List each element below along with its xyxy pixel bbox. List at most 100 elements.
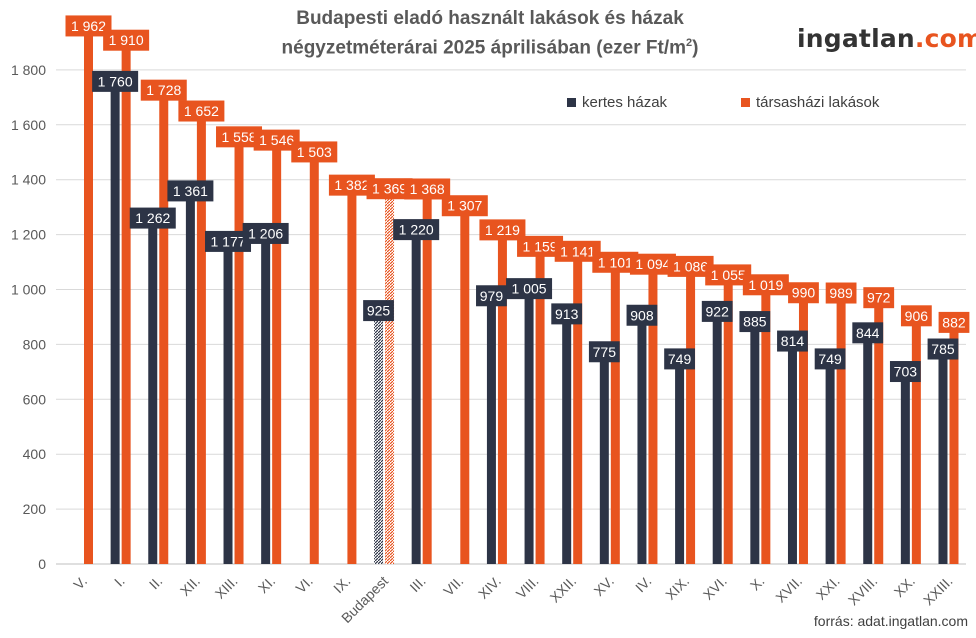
data-label-box	[664, 348, 695, 370]
data-label-text: 1 962	[71, 18, 106, 34]
data-label-text: 1 159	[523, 238, 558, 254]
data-label: 1 220	[393, 219, 440, 241]
bar-flats	[911, 315, 921, 564]
data-label: 990	[788, 282, 819, 304]
data-label: 1 503	[291, 141, 338, 163]
bar-flats	[686, 265, 696, 564]
x-tick-label: XV.	[591, 573, 617, 599]
data-label: 979	[476, 285, 507, 307]
bar-houses	[562, 313, 572, 564]
data-label-box	[863, 287, 895, 309]
bar-houses	[938, 348, 948, 564]
data-label-text: 1 019	[748, 277, 783, 293]
data-label-text: 925	[367, 303, 391, 319]
bar-houses	[599, 351, 609, 564]
data-label-text: 1 307	[447, 198, 482, 214]
x-tick-label: XIII.	[212, 573, 241, 602]
y-tick-label: 200	[23, 501, 47, 517]
data-label-text: 1 910	[109, 32, 144, 48]
bar-houses	[900, 371, 910, 564]
data-label-text: 749	[818, 351, 842, 367]
data-label: 1 361	[167, 180, 214, 202]
data-label-box	[366, 178, 413, 200]
x-tick-label: V.	[70, 573, 90, 593]
y-tick-label: 1 800	[11, 62, 46, 78]
data-label: 906	[900, 305, 932, 327]
x-tick-label: XVIII.	[845, 573, 881, 609]
data-label-text: 1 101	[598, 254, 633, 270]
data-label-text: 1 055	[711, 267, 746, 283]
data-label-box	[363, 300, 394, 322]
x-tick-label: XX.	[891, 573, 918, 600]
data-label: 703	[889, 361, 921, 383]
data-label-box	[705, 264, 752, 286]
data-label: 785	[927, 338, 959, 360]
data-label-text: 1 005	[512, 281, 547, 297]
data-label-box	[517, 235, 564, 257]
bar-houses	[787, 340, 797, 564]
data-label-text: 882	[942, 314, 966, 330]
data-label-box	[554, 240, 601, 262]
data-label-box	[825, 282, 857, 304]
data-label-text: 1 206	[248, 225, 283, 241]
x-tick-label: XII.	[177, 573, 203, 599]
data-label-box	[927, 338, 959, 360]
data-label-text: 1 369	[372, 181, 407, 197]
data-label-box	[852, 322, 884, 344]
data-label-box	[291, 141, 338, 163]
data-label: 1 055	[705, 264, 752, 286]
bar-houses	[863, 332, 873, 564]
data-label-text: 989	[829, 285, 853, 301]
data-label: 1 652	[178, 100, 225, 122]
data-label: 1 005	[506, 278, 553, 300]
data-label-box	[103, 29, 150, 51]
data-label-text: 1 220	[399, 222, 434, 238]
bar-flats	[272, 139, 282, 565]
data-label: 1 219	[479, 219, 526, 241]
bar-flats	[385, 188, 395, 564]
data-label-box	[242, 222, 289, 244]
legend-label-houses: kertes házak	[582, 94, 668, 111]
data-label: 1 141	[554, 240, 601, 262]
bar-flats	[535, 245, 545, 565]
x-tick-label: XI.	[255, 573, 278, 596]
data-label-box	[667, 255, 714, 277]
legend-swatch-flats	[741, 98, 750, 107]
data-label-text: 1 094	[635, 256, 670, 272]
data-label-text: 775	[593, 344, 617, 360]
bar-flats	[761, 284, 771, 564]
data-label: 775	[588, 341, 620, 363]
chart-title-line1: Budapesti eladó használt lakások és háza…	[296, 8, 684, 29]
data-label-box	[506, 278, 553, 300]
legend-label-flats: társasházi lakások	[756, 94, 880, 111]
x-tick-label: XIX.	[662, 573, 692, 603]
y-tick-label: 600	[23, 391, 47, 407]
bar-flats	[347, 184, 357, 565]
data-label-box	[889, 361, 921, 383]
data-label-text: 1 368	[410, 181, 445, 197]
data-label: 989	[825, 282, 857, 304]
data-label-text: 908	[630, 307, 654, 323]
data-label-box	[900, 305, 932, 327]
data-label-text: 703	[894, 364, 918, 380]
data-label-box	[129, 207, 176, 229]
bar-flats	[610, 261, 620, 564]
data-label-box	[253, 129, 300, 151]
data-label: 1 558	[216, 126, 263, 148]
data-label: 1 382	[328, 174, 375, 196]
data-label-box	[140, 79, 187, 101]
x-tick-label: VI.	[292, 573, 315, 596]
data-label: 1 101	[592, 251, 639, 273]
bar-houses	[750, 321, 760, 564]
data-label-text: 1 546	[259, 132, 294, 148]
data-label-text: 844	[856, 325, 880, 341]
data-label: 1 019	[742, 274, 789, 296]
chart-title-text: négyzetméterárai 2025 áprilisában (ezer …	[281, 37, 686, 59]
y-tick-label: 400	[23, 446, 47, 462]
data-label-box	[742, 274, 789, 296]
data-label-box	[92, 70, 139, 92]
bar-flats	[84, 25, 93, 564]
data-label: 749	[664, 348, 695, 370]
